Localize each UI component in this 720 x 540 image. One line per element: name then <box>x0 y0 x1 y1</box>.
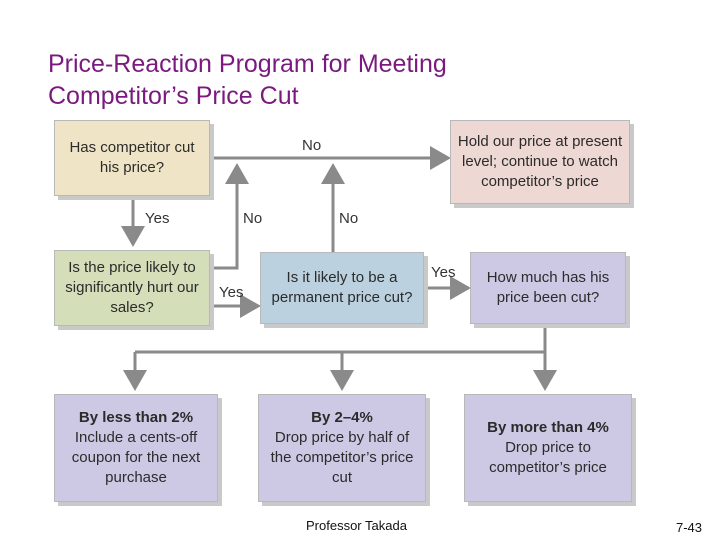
box-text: Has competitor cut his price? <box>69 139 195 176</box>
box-permanent-cut: Is it likely to be a permanent price cut… <box>260 252 424 324</box>
box-how-much-cut: How much has his price been cut? <box>470 252 626 324</box>
box-more-than-4: By more than 4% Drop price to competitor… <box>464 394 632 502</box>
label-no-top: No <box>302 137 322 154</box>
box-text: Hold our price at present level; continu… <box>457 133 623 190</box>
title-line-1: Price-Reaction Program for Meeting <box>48 50 447 78</box>
box-has-competitor-cut: Has competitor cut his price? <box>54 120 210 196</box>
box-hold-price: Hold our price at present level; continu… <box>450 120 630 204</box>
footer-presenter: Professor Takada <box>306 518 407 533</box>
slide-title: Price-Reaction Program for Meeting Compe… <box>48 48 608 112</box>
box-text: Is it likely to be a permanent price cut… <box>271 269 413 306</box>
label-yes-down: Yes <box>145 210 170 227</box>
title-line-2: Competitor’s Price Cut <box>48 82 299 110</box>
box-text: Is the price likely to significantly hur… <box>65 259 199 316</box>
box-2-to-4: By 2–4% Drop price by half of the compet… <box>258 394 426 502</box>
box-hurt-sales: Is the price likely to significantly hur… <box>54 250 210 326</box>
box-text: Drop price to competitor’s price <box>489 439 607 476</box>
footer-slide-number: 7-43 <box>676 520 703 535</box>
label-yes-permanent: Yes <box>431 264 456 281</box>
box-text: Drop price by half of the competitor’s p… <box>270 429 414 486</box>
connector-distribution <box>135 326 547 354</box>
label-no-mid: No <box>339 210 359 227</box>
connector-no-from-hurt <box>212 163 249 270</box>
box-heading: By more than 4% <box>487 419 609 436</box>
box-text: How much has his price been cut? <box>486 269 610 306</box>
label-no-left: No <box>243 210 263 227</box>
box-heading: By less than 2% <box>78 409 194 426</box>
label-yes-hurt: Yes <box>219 284 244 301</box>
box-text: Include a cents-off coupon for the next … <box>71 429 201 486</box>
box-heading: By 2–4% <box>311 409 373 426</box>
box-less-than-2: By less than 2% Include a cents-off coup… <box>54 394 218 502</box>
